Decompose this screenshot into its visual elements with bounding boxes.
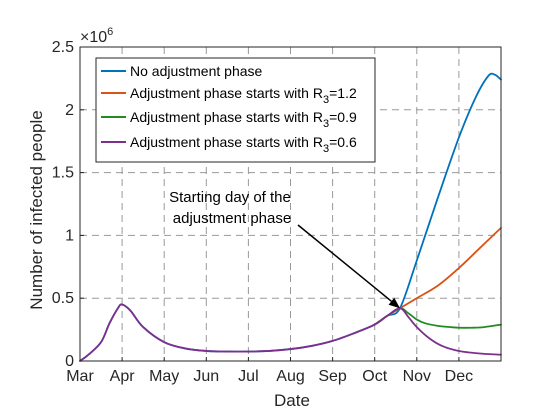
y-axis-exponent-power: 6 xyxy=(107,26,113,38)
y-tick-label: 1.5 xyxy=(52,165,74,182)
legend-label-r09: Adjustment phase starts with R3=0.9 xyxy=(130,109,357,130)
x-tick-label: Jun xyxy=(193,368,219,385)
annotation-arrow xyxy=(297,224,392,302)
y-axis-exponent-base: ×10 xyxy=(80,29,107,46)
legend-label-r12: Adjustment phase starts with R3=1.2 xyxy=(130,85,357,106)
x-tick-label: Sep xyxy=(318,368,347,385)
legend-label-no-adjustment: No adjustment phase xyxy=(130,63,263,79)
annotation-line-1: Starting day of the xyxy=(169,189,291,206)
y-tick-label: 1 xyxy=(65,227,74,244)
y-axis-exponent: ×106 xyxy=(80,26,113,46)
series-line-r06 xyxy=(79,303,502,362)
y-axis-label: Number of infected people xyxy=(27,110,46,309)
legend-label-r06: Adjustment phase starts with R3=0.6 xyxy=(130,134,357,155)
annotation-line-2: adjustment phase xyxy=(173,210,291,227)
series-lines xyxy=(79,72,502,362)
x-axis-label: Date xyxy=(274,391,310,410)
x-tick-label: Jul xyxy=(238,368,258,385)
y-tick-label: 2.5 xyxy=(52,39,74,56)
series-line-r12 xyxy=(373,226,502,326)
x-tick-label: Oct xyxy=(362,368,387,385)
x-tick-label: Apr xyxy=(110,368,136,385)
y-tick-label: 0 xyxy=(65,353,74,370)
legend-box xyxy=(95,57,376,163)
x-tick-label: May xyxy=(149,368,179,385)
axis-ticks: Mar Apr May Jun Jul Aug Sep Oct Nov Dec 0 0.5 1 1.5 2 2… xyxy=(52,39,473,385)
annotation-arrow-head xyxy=(388,297,400,309)
y-tick-label: 0.5 xyxy=(52,290,74,307)
x-tick-label: Mar xyxy=(66,368,94,385)
x-tick-label: Aug xyxy=(276,368,304,385)
annotation: Starting day of the adjustment phase xyxy=(169,189,400,309)
x-tick-label: Nov xyxy=(403,368,431,385)
x-tick-label: Dec xyxy=(445,368,473,385)
y-tick-label: 2 xyxy=(65,102,74,119)
legend: No adjustment phase Adjustment phase sta… xyxy=(95,57,376,163)
